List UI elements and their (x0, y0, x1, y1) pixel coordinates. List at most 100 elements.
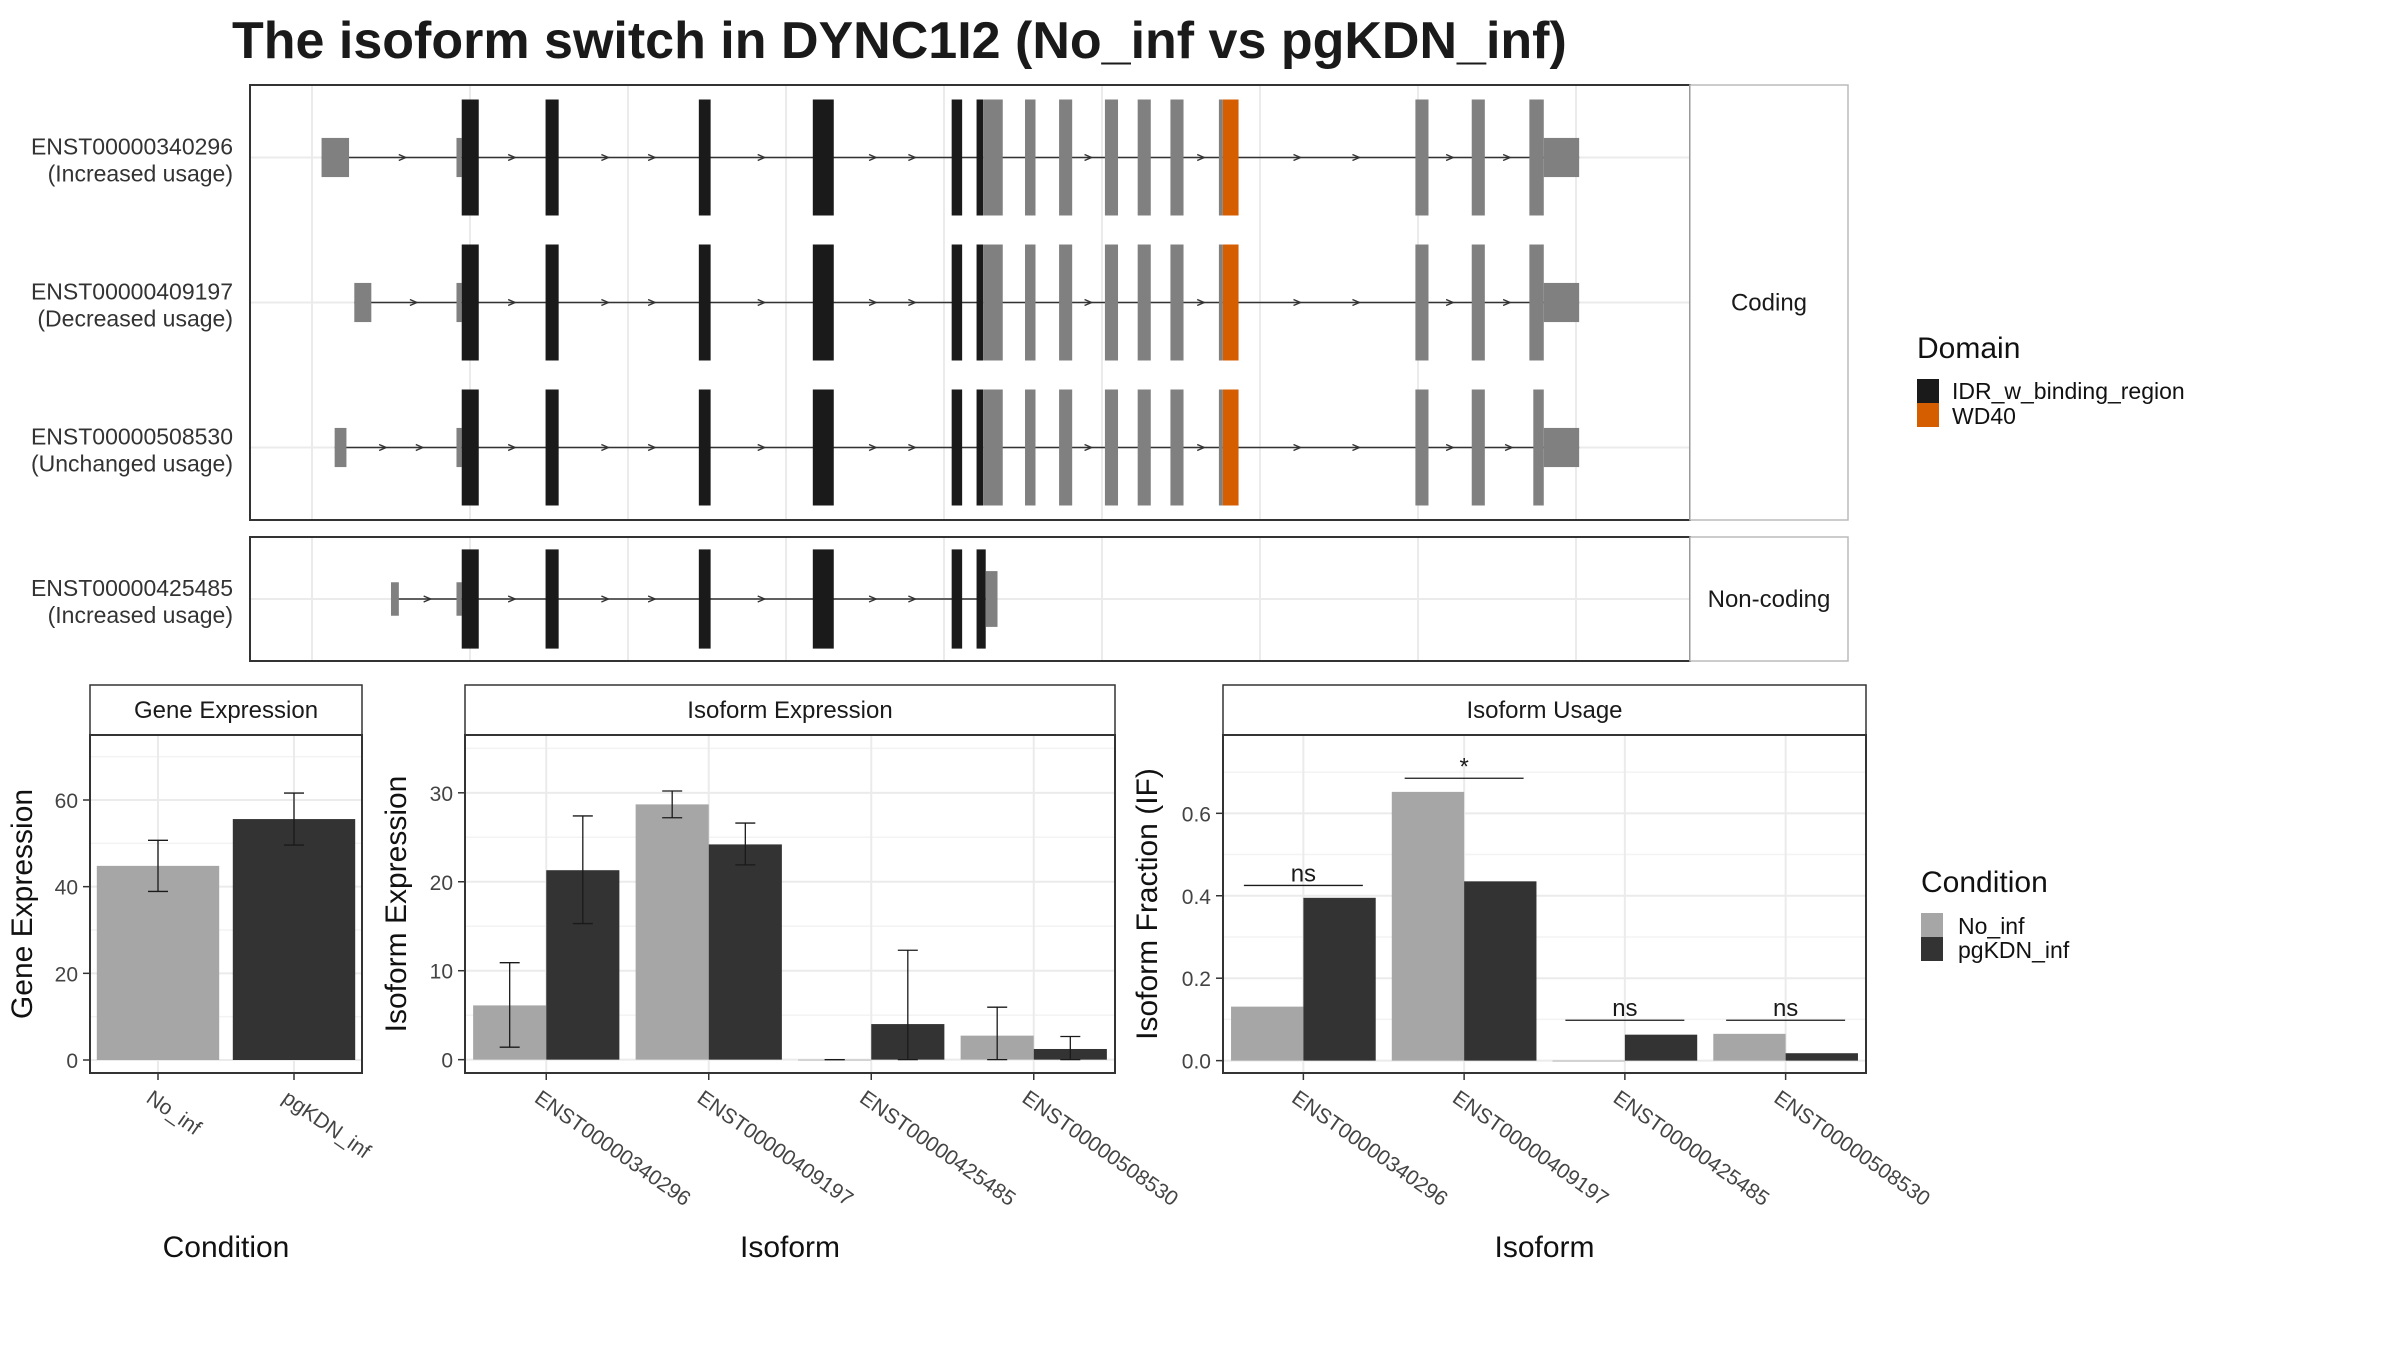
strand-arrow (908, 153, 918, 162)
group-strip-label: Coding (1731, 290, 1807, 317)
exon-idr (461, 549, 479, 649)
y-tick-label: 40 (55, 877, 78, 900)
y-tick-label: 0.2 (1182, 968, 1211, 991)
transcript-track-enst00000409197: ENST00000409197(Decreased usage) (31, 244, 1690, 361)
strand-arrow (908, 443, 918, 452)
exon-idr (698, 244, 711, 361)
exon-utr (1471, 99, 1485, 216)
bar-enst00000340296-pgkdn-inf (1303, 897, 1376, 1061)
significance-label: * (1459, 753, 1468, 780)
strand-arrow (1196, 298, 1206, 307)
strand-arrow (1196, 153, 1206, 162)
exon-idr (545, 549, 559, 649)
strand-arrow (647, 298, 657, 307)
x-tick-label: ENST00000508530 (1770, 1086, 1934, 1211)
strand-arrow (1084, 153, 1094, 162)
exon-wd40 (1222, 389, 1239, 506)
strand-arrow (1502, 153, 1512, 162)
exon-idr (951, 549, 963, 649)
exon-idr (812, 549, 834, 649)
strand-arrow (601, 595, 611, 603)
transcript-usage-label: (Increased usage) (48, 602, 233, 628)
exon-utr (983, 389, 1003, 506)
exon-idr (951, 99, 963, 216)
strand-arrow (601, 443, 611, 452)
y-axis-title: Gene Expression (6, 789, 39, 1019)
bar-enst00000340296-no-inf (1231, 1006, 1304, 1061)
strand-arrow (1352, 153, 1362, 162)
y-tick-label: 0 (66, 1050, 78, 1073)
bar-enst00000425485-no-inf (1552, 1060, 1625, 1062)
transcript-track-enst00000508530: ENST00000508530(Unchanged usage) (31, 389, 1690, 506)
x-tick-label: No_inf (142, 1086, 205, 1140)
exon-utr (1059, 389, 1073, 506)
exon-wd40 (1222, 244, 1239, 361)
exon-utr (1059, 99, 1073, 216)
strand-arrow (1504, 443, 1514, 452)
x-axis-title: Condition (163, 1231, 290, 1264)
exon-wd40 (1222, 99, 1239, 216)
bar-enst00000409197-pgkdn-inf (1464, 881, 1537, 1061)
exon-utr (1529, 99, 1544, 216)
exon-idr (698, 549, 711, 649)
strand-arrow (398, 153, 408, 162)
exon-utr (334, 427, 347, 468)
strand-arrow (647, 443, 657, 452)
exon-utr (983, 244, 1003, 361)
x-tick-label: ENST00000340296 (1288, 1086, 1452, 1211)
y-tick-label: 20 (55, 963, 78, 986)
exon-idr (976, 389, 984, 506)
strand-arrow (1352, 298, 1362, 307)
chart-strip-label: Isoform Expression (687, 697, 892, 724)
exon-utr (456, 282, 462, 323)
exon-idr (976, 99, 984, 216)
plot-border (1222, 734, 1867, 1074)
x-tick-label: ENST00000425485 (1609, 1086, 1773, 1211)
y-tick-label: 0.4 (1182, 886, 1212, 909)
exon-idr (545, 244, 559, 361)
exon-idr (461, 389, 479, 506)
plot-border (89, 734, 363, 1074)
legend-label-wd40: WD40 (1952, 403, 2016, 429)
exon-utr (1025, 99, 1036, 216)
x-tick-label: ENST00000409197 (693, 1086, 857, 1211)
transcript-group-non-coding: ENST00000425485(Increased usage) Non-codi… (31, 536, 1849, 662)
strand-arrow (757, 443, 767, 452)
exon-idr (812, 244, 834, 361)
strand-arrow (647, 153, 657, 162)
exon-utr (1218, 389, 1223, 506)
strand-arrow (507, 153, 517, 162)
exon-utr (321, 137, 350, 178)
exon-idr (461, 99, 479, 216)
exon-utr (1415, 99, 1429, 216)
chart-strip (1222, 684, 1867, 736)
legend-swatch-no-inf (1921, 913, 1943, 937)
strand-arrow (757, 153, 767, 162)
y-axis-title: Isoform Fraction (IF) (1131, 768, 1164, 1040)
strand-arrow (1352, 443, 1362, 452)
gene-expression-chart: Gene Expression No_inf pgKDN_inf 0 20 40 60 Con… (6, 684, 375, 1264)
strand-arrow (1084, 298, 1094, 307)
transcript-group-coding: ENST00000340296(Increased usage)ENST0000… (31, 84, 1849, 521)
strand-arrow (1502, 298, 1512, 307)
bar-enst00000508530-pgkdn-inf (1785, 1053, 1858, 1061)
y-tick-label: 20 (430, 872, 453, 895)
strand-arrow (507, 595, 517, 603)
x-tick-label: ENST00000409197 (1448, 1086, 1612, 1211)
strand-arrow (908, 595, 918, 603)
exon-idr (545, 99, 559, 216)
exon-utr (1025, 389, 1036, 506)
exon-idr (951, 244, 963, 361)
domain-legend: Domain IDR_w_binding_region WD40 (1917, 332, 2185, 429)
exon-utr (1137, 389, 1151, 506)
exon-utr (456, 137, 462, 178)
exon-utr (1170, 99, 1184, 216)
strand-arrow (1196, 443, 1206, 452)
significance-label: ns (1773, 995, 1798, 1022)
y-tick-label: 0 (441, 1050, 453, 1073)
significance-label: ns (1612, 995, 1637, 1022)
exon-idr (545, 389, 559, 506)
chart-strip-label: Isoform Usage (1466, 697, 1622, 724)
strand-arrow (868, 153, 878, 162)
